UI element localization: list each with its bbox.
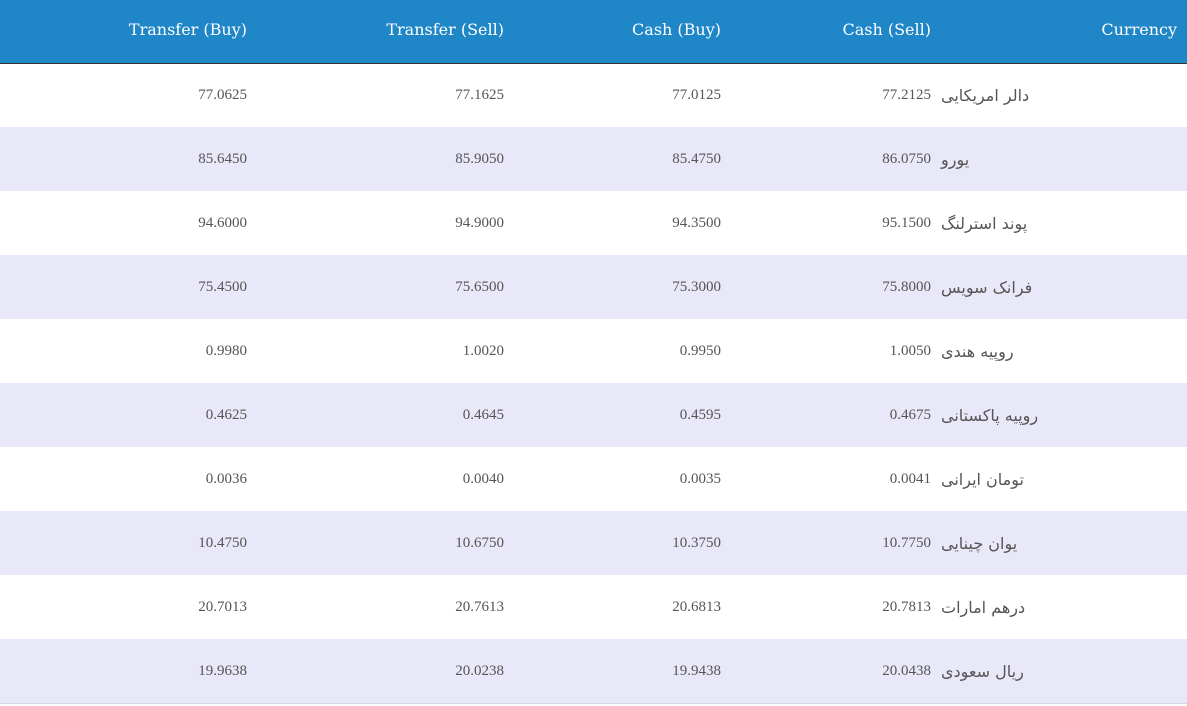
cell-currency: درهم امارات xyxy=(941,597,1026,617)
cell-transfer-sell: 85.9050 xyxy=(455,150,504,167)
table-row: 94.6000 94.9000 94.3500 95.1500 پوند است… xyxy=(0,191,1187,255)
header-row: Transfer (Buy) Transfer (Sell) Cash (Buy… xyxy=(0,0,1187,64)
cell-transfer-sell: 1.0020 xyxy=(462,342,504,359)
cell-cash-sell: 10.7750 xyxy=(882,534,931,551)
cell-cash-buy: 0.4595 xyxy=(679,406,721,423)
cell-transfer-sell: 0.4645 xyxy=(462,406,504,423)
header-transfer-buy: Transfer (Buy) xyxy=(0,0,257,64)
table-row: 0.0036 0.0040 0.0035 0.0041 تومان ایرانی xyxy=(0,447,1187,511)
cell-transfer-buy: 0.9980 xyxy=(205,342,247,359)
cell-cash-sell: 95.1500 xyxy=(882,214,931,231)
cell-transfer-sell: 10.6750 xyxy=(455,534,504,551)
cell-transfer-sell: 75.6500 xyxy=(455,278,504,295)
table-row: 0.4625 0.4645 0.4595 0.4675 روپیه پاکستا… xyxy=(0,383,1187,447)
header-currency: Currency xyxy=(941,0,1187,64)
table-bottom-divider xyxy=(0,703,1187,704)
cell-transfer-buy: 94.6000 xyxy=(198,214,247,231)
cell-currency: فرانک سویس xyxy=(941,277,1033,297)
cell-currency: دالر امریکایی xyxy=(941,85,1030,105)
cell-cash-buy: 10.3750 xyxy=(672,534,721,551)
cell-transfer-sell: 77.1625 xyxy=(455,86,504,103)
cell-cash-sell: 77.2125 xyxy=(882,86,931,103)
table-row: 20.7013 20.7613 20.6813 20.7813 درهم اما… xyxy=(0,575,1187,639)
cell-cash-buy: 0.9950 xyxy=(679,342,721,359)
table-row: 77.0625 77.1625 77.0125 77.2125 دالر امر… xyxy=(0,63,1187,127)
cell-transfer-buy: 85.6450 xyxy=(198,150,247,167)
cell-transfer-buy: 77.0625 xyxy=(198,86,247,103)
cell-transfer-sell: 20.7613 xyxy=(455,598,504,615)
header-cash-sell: Cash (Sell) xyxy=(731,0,941,64)
cell-transfer-sell: 94.9000 xyxy=(455,214,504,231)
cell-cash-sell: 0.0041 xyxy=(889,470,931,487)
cell-currency: روپیه پاکستانی xyxy=(941,405,1039,425)
header-cash-buy: Cash (Buy) xyxy=(514,0,731,64)
cell-cash-sell: 20.7813 xyxy=(882,598,931,615)
cell-cash-buy: 94.3500 xyxy=(672,214,721,231)
cell-transfer-sell: 20.0238 xyxy=(455,662,504,679)
cell-transfer-buy: 75.4500 xyxy=(198,278,247,295)
cell-cash-sell: 0.4675 xyxy=(889,406,931,423)
header-transfer-sell: Transfer (Sell) xyxy=(257,0,514,64)
table-body: 77.0625 77.1625 77.0125 77.2125 دالر امر… xyxy=(0,63,1187,703)
cell-cash-buy: 20.6813 xyxy=(672,598,721,615)
cell-cash-sell: 1.0050 xyxy=(889,342,931,359)
cell-cash-buy: 0.0035 xyxy=(679,470,721,487)
cell-currency: پوند استرلنگ xyxy=(941,213,1028,233)
cell-cash-sell: 86.0750 xyxy=(882,150,931,167)
cell-transfer-buy: 0.4625 xyxy=(205,406,247,423)
cell-currency: یورو xyxy=(941,149,970,169)
cell-transfer-buy: 10.4750 xyxy=(198,534,247,551)
cell-currency: ریال سعودی xyxy=(941,661,1024,681)
table-row: 0.9980 1.0020 0.9950 1.0050 روپیه هندی xyxy=(0,319,1187,383)
cell-cash-buy: 77.0125 xyxy=(672,86,721,103)
cell-cash-buy: 85.4750 xyxy=(672,150,721,167)
cell-cash-buy: 75.3000 xyxy=(672,278,721,295)
cell-currency: روپیه هندی xyxy=(941,341,1014,361)
table-row: 10.4750 10.6750 10.3750 10.7750 یوان چین… xyxy=(0,511,1187,575)
cell-cash-sell: 75.8000 xyxy=(882,278,931,295)
table-header: Transfer (Buy) Transfer (Sell) Cash (Buy… xyxy=(0,0,1187,64)
cell-transfer-sell: 0.0040 xyxy=(462,470,504,487)
cell-cash-sell: 20.0438 xyxy=(882,662,931,679)
cell-transfer-buy: 19.9638 xyxy=(198,662,247,679)
cell-transfer-buy: 20.7013 xyxy=(198,598,247,615)
table-row: 75.4500 75.6500 75.3000 75.8000 فرانک سو… xyxy=(0,255,1187,319)
cell-currency: یوان چینایی xyxy=(941,533,1018,553)
table-row: 85.6450 85.9050 85.4750 86.0750 یورو xyxy=(0,127,1187,191)
cell-currency: تومان ایرانی xyxy=(941,469,1024,489)
cell-cash-buy: 19.9438 xyxy=(672,662,721,679)
table-row: 19.9638 20.0238 19.9438 20.0438 ریال سعو… xyxy=(0,639,1187,703)
cell-transfer-buy: 0.0036 xyxy=(205,470,247,487)
